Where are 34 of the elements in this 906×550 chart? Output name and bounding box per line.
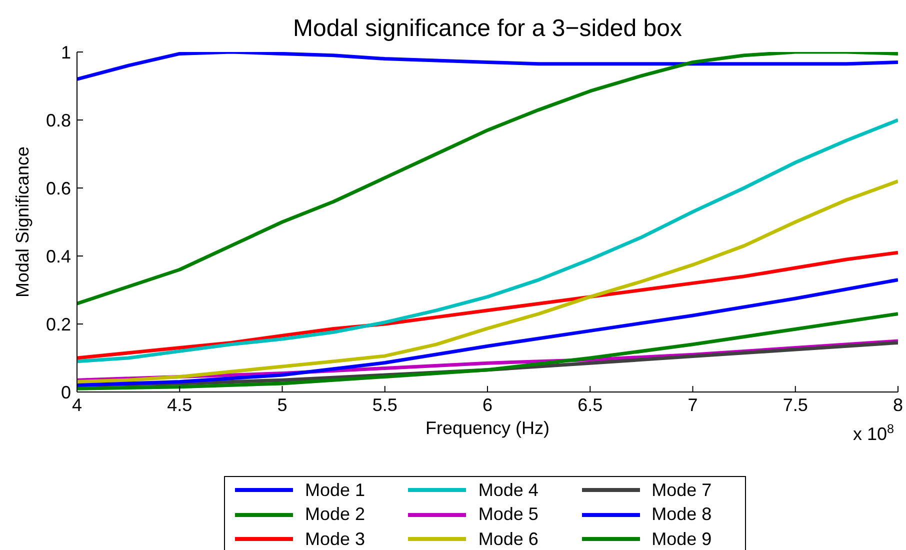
legend-label: Mode 9 [652,528,712,550]
line-series [77,118,898,364]
y-tick-label: 0.8 [46,110,71,130]
x-tick-label: 7.5 [782,394,808,415]
y-tick-label: 0.4 [46,246,71,266]
y-tick-label: 0.6 [46,178,71,198]
legend-label: Mode 4 [478,480,538,501]
x-tick-label: 5.5 [372,394,398,415]
legend-label: Mode 8 [652,504,712,526]
legend-label: Mode 2 [305,504,366,526]
x-tick-label: 6.5 [578,394,603,415]
y-tick-label: 1 [60,42,71,62]
line-series [77,179,898,384]
line-series [77,52,898,81]
legend-label: Mode 3 [305,528,366,550]
line-series [77,250,898,360]
x-axis-title: Frequency (Hz) [425,418,550,438]
y-axis-title: Modal Significance [12,146,32,298]
x-tick-label: 5 [277,394,288,415]
y-tick-label: 0.2 [46,314,71,334]
line-series [77,52,898,306]
legend-label: Mode 7 [652,480,712,501]
y-tick-label: 0 [60,382,71,402]
legend-label: Mode 1 [305,480,366,501]
legend-label: Mode 5 [478,504,538,526]
x-tick-label: 4 [72,394,82,415]
text: x 10$^{8}$ [852,422,894,444]
x-tick-label: 6 [482,394,493,415]
legend-label: Mode 6 [478,528,538,550]
x-tick-label: 8 [892,394,904,415]
x-tick-label: 4.5 [167,394,192,415]
line-series [77,278,898,387]
chart-title: Modal significance for a 3−sided box [293,15,682,42]
x-tick-label: 7 [688,394,698,415]
